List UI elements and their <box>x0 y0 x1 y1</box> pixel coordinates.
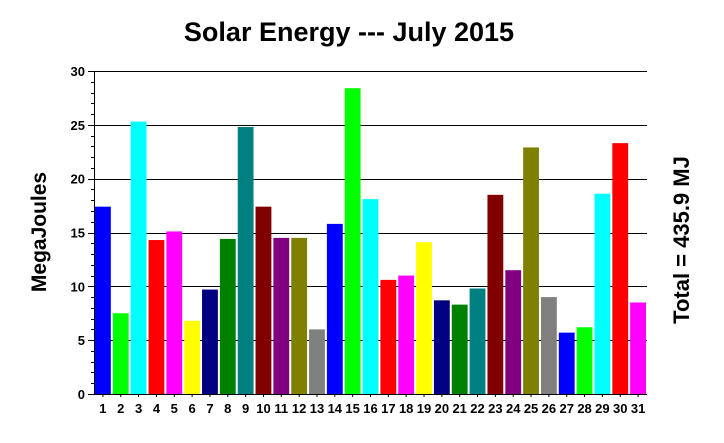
x-tick-label: 14 <box>328 401 343 416</box>
x-tick-label: 31 <box>631 401 645 416</box>
y-tick-label: 10 <box>71 279 85 294</box>
x-tick-label: 24 <box>506 401 521 416</box>
bar-day-29 <box>594 193 611 394</box>
axes <box>88 71 647 397</box>
x-tick-label: 2 <box>117 401 124 416</box>
x-tick-label: 5 <box>171 401 178 416</box>
bar-day-22 <box>469 288 486 394</box>
x-tick-label: 11 <box>274 401 288 416</box>
x-tick-label: 10 <box>256 401 270 416</box>
bar-day-16 <box>362 199 379 394</box>
x-tick-label: 18 <box>399 401 413 416</box>
bar-day-2 <box>112 313 129 394</box>
x-tick-label: 4 <box>153 401 161 416</box>
bar-day-27 <box>558 332 575 394</box>
bar-day-18 <box>398 275 415 394</box>
x-tick-label: 28 <box>577 401 591 416</box>
bar-day-31 <box>630 302 646 394</box>
chart-title: Solar Energy --- July 2015 <box>184 17 514 47</box>
y-tick-label: 5 <box>78 333 85 348</box>
bar-day-26 <box>540 297 557 394</box>
bar-day-28 <box>576 327 593 394</box>
y-tick-labels: 0 5 10 15 20 25 30 <box>71 64 85 402</box>
bar-day-10 <box>255 206 272 394</box>
bar-day-3 <box>130 121 147 394</box>
bar-day-8 <box>219 238 236 394</box>
bar-day-30 <box>612 143 629 394</box>
x-tick-label: 20 <box>435 401 449 416</box>
x-tick-label: 22 <box>470 401 484 416</box>
y-tick-label: 30 <box>71 64 85 79</box>
bar-day-4 <box>148 240 165 394</box>
x-tick-label: 29 <box>595 401 609 416</box>
x-tick-label: 12 <box>292 401 306 416</box>
y-tick-label: 15 <box>71 226 85 241</box>
x-tick-label: 30 <box>613 401 627 416</box>
x-tick-label: 1 <box>99 401 106 416</box>
bar-day-17 <box>380 279 397 394</box>
bar-day-23 <box>487 194 504 394</box>
y-axis-label: MegaJoules <box>28 172 51 292</box>
x-tick-label: 7 <box>206 401 213 416</box>
x-tick-label: 27 <box>559 401 573 416</box>
x-tick-label: 25 <box>524 401 538 416</box>
bar-day-7 <box>202 289 218 394</box>
x-tick-label: 9 <box>242 401 249 416</box>
y-tick-label: 0 <box>78 387 85 402</box>
bar-day-24 <box>505 270 522 394</box>
x-tick-label: 15 <box>345 401 359 416</box>
x-tick-label: 17 <box>381 401 395 416</box>
y-tick-label: 20 <box>71 172 85 187</box>
x-tick-labels: 1 2 3 4 5 6 7 8 9 10 11 12 13 14 15 16 17 18 19 20 21 22 23 24 2… <box>99 401 645 416</box>
bar-day-6 <box>184 320 201 394</box>
bar-day-20 <box>433 300 450 394</box>
bar-day-15 <box>344 88 361 394</box>
bar-day-14 <box>326 223 343 394</box>
x-tick-label: 21 <box>452 401 466 416</box>
x-tick-label: 3 <box>135 401 142 416</box>
x-tick-label: 13 <box>310 401 324 416</box>
x-tick-label: 8 <box>224 401 231 416</box>
x-tick-label: 23 <box>488 401 502 416</box>
bar-day-9 <box>237 126 254 394</box>
bar-day-19 <box>416 242 432 394</box>
bar-day-25 <box>523 147 539 394</box>
bar-day-21 <box>451 304 468 394</box>
bar-day-1 <box>95 206 111 394</box>
bar-day-13 <box>309 329 325 394</box>
x-tick-label: 6 <box>188 401 195 416</box>
x-tick-label: 26 <box>542 401 556 416</box>
y-tick-label: 25 <box>71 118 85 133</box>
x-tick-label: 19 <box>417 401 431 416</box>
bars <box>95 88 646 394</box>
x-tick-label: 16 <box>363 401 377 416</box>
bar-day-5 <box>166 231 183 394</box>
bar-day-12 <box>291 237 308 394</box>
total-annotation: Total = 435.9 MJ <box>669 156 694 324</box>
bar-day-11 <box>273 237 290 394</box>
